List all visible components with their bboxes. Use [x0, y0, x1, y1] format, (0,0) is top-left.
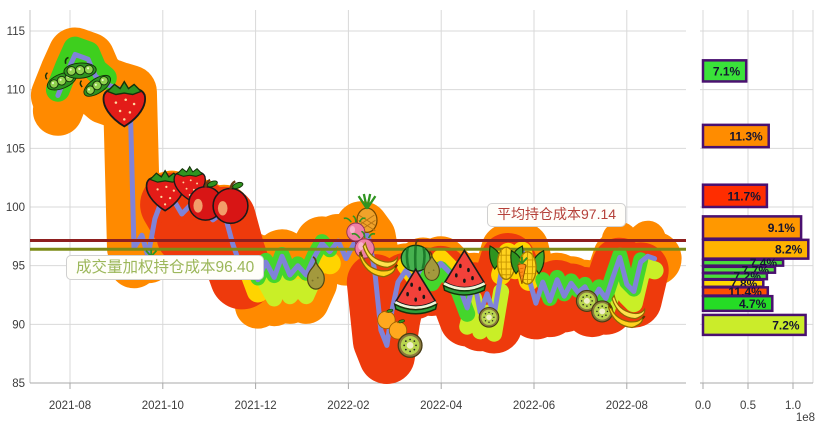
- y-axis-tick-label: 115: [7, 26, 25, 38]
- average-cost-label: 平均持仓成本97.14: [487, 203, 627, 227]
- y-axis-tick-label: 85: [12, 378, 25, 390]
- volume-bar: [701, 294, 774, 313]
- volume-bar-label: 7.1%: [713, 64, 741, 78]
- kiwi-icon: [397, 332, 423, 358]
- volume-bar-label: 7.2%: [772, 318, 800, 332]
- x-axis-tick-label: 1.0: [785, 400, 801, 412]
- x-axis-scale-label: 1e8: [796, 412, 815, 422]
- x-axis-tick-label: 2021-08: [49, 400, 91, 412]
- volume-bar: [701, 123, 770, 149]
- y-axis-tick-label: 95: [12, 261, 25, 273]
- x-axis-tick-label: 2021-10: [142, 400, 184, 412]
- volume-bar: [701, 59, 748, 83]
- y-axis-tick-label: 110: [7, 85, 25, 97]
- volume-bar-label: 11.7%: [728, 189, 762, 203]
- x-axis-tick-label: 2022-04: [420, 400, 463, 412]
- x-axis-tick-label: 2021-12: [234, 400, 276, 412]
- volume-bar: [701, 183, 769, 209]
- kiwi-icon: [478, 306, 500, 328]
- x-axis-tick-label: 2022-08: [606, 400, 648, 412]
- volume-bar: [701, 313, 807, 337]
- volume-bar-label: 11.3%: [729, 130, 763, 144]
- volume-bar-label: 9.1%: [768, 221, 796, 235]
- axis-labels-layer: 85 90 95 100 105 110 115 2021-08 2021-10 2021-12 2…: [6, 26, 815, 422]
- crayon-halo-stroke: [257, 269, 323, 307]
- y-axis-tick-label: 90: [12, 319, 25, 331]
- vwap-cost-label: 成交量加权持仓成本96.40: [66, 255, 265, 281]
- y-axis-tick-label: 105: [6, 143, 25, 155]
- volume-bar-label: 8.2%: [775, 243, 803, 257]
- volume-bars-layer: 7.1%11.3%11.7%9.1%8.2%7.4%7.7%7.2%7.8%11…: [701, 59, 810, 337]
- volume-bar-label: 4.7%: [739, 297, 767, 311]
- y-axis-tick-label: 100: [6, 202, 25, 214]
- x-axis-tick-label: 2022-06: [513, 400, 555, 412]
- x-axis-tick-label: 2022-02: [327, 400, 369, 412]
- x-axis-tick-label: 0.5: [740, 400, 756, 412]
- x-axis-tick-label: 0.0: [695, 400, 711, 412]
